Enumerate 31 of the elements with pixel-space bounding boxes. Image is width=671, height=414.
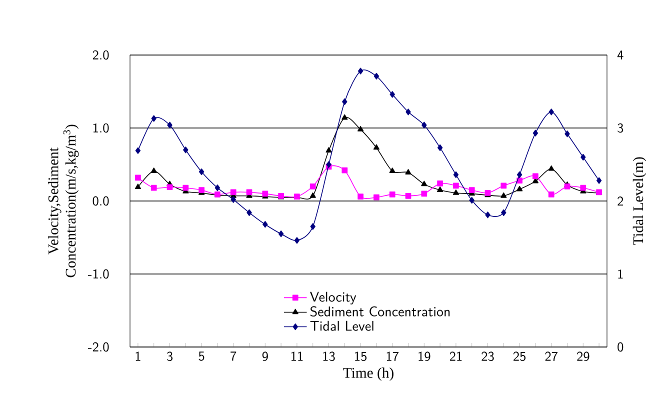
x-tick-label: 29 — [577, 352, 590, 362]
x-tick-label: 23 — [482, 352, 494, 362]
y2-tick-label: 1 — [618, 269, 623, 279]
x-tick-label: 17 — [386, 352, 398, 361]
y2-tick-label: 4 — [617, 50, 624, 60]
x-tick-label: 15 — [355, 352, 367, 362]
y-tick-label: -2.0 — [88, 342, 109, 352]
y-tick-label: -1.0 — [88, 269, 109, 279]
x-tick-label: 25 — [513, 352, 526, 362]
legend-label: Sediment Concentration — [310, 306, 450, 317]
x-tick-label: 21 — [450, 352, 462, 361]
y2-axis-title: Tidal Level(m) — [632, 157, 646, 246]
x-tick-label: 27 — [545, 352, 558, 361]
x-tick-label: 11 — [291, 352, 303, 361]
y-tick-label: 1.0 — [93, 123, 109, 133]
x-axis-title: Time (h) — [343, 368, 394, 381]
legend-label: Tidal Level — [310, 320, 374, 331]
x-tick-label: 9 — [262, 352, 268, 362]
y-axis-title: Velocity,Sediment Concentration(m/s,kg/m$^{3}$) — [48, 124, 79, 278]
x-tick-label: 3 — [166, 352, 173, 362]
x-tick-label: 13 — [323, 352, 335, 362]
y2-tick-label: 2 — [618, 196, 624, 206]
y2-tick-label: 0 — [618, 342, 624, 352]
x-tick-label: 7 — [230, 352, 236, 361]
x-tick-label: 5 — [198, 352, 204, 361]
y2-tick-label: 3 — [618, 123, 624, 133]
legend-label: Velocity — [310, 292, 356, 304]
y-tick-label: 2.0 — [92, 50, 109, 60]
y-tick-label: 0.0 — [92, 196, 109, 206]
x-tick-label: 19 — [418, 352, 430, 362]
x-tick-label: 1 — [136, 352, 140, 361]
